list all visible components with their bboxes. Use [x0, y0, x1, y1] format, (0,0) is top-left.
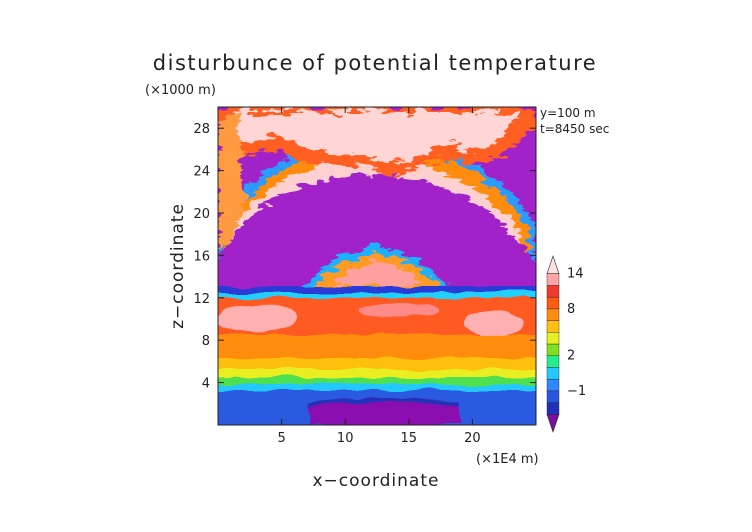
region-tropopause-cyan: [218, 293, 536, 298]
colorbar-segment: [546, 255, 560, 275]
region-warm-amber: [218, 358, 536, 372]
x-axis-label: x−coordinate: [313, 471, 440, 491]
colorbar-tick-label: −1: [567, 384, 586, 399]
region-left-streak: [218, 115, 245, 250]
region-central-bulge-inner: [330, 262, 426, 286]
region-pink-patch-mid: [360, 303, 440, 317]
plot-frame: [217, 106, 537, 426]
y-tick-label: 12: [193, 292, 210, 307]
y-tick-label: 4: [202, 377, 210, 392]
y-tick-label: 16: [193, 249, 210, 264]
y-tick-label: 20: [193, 207, 210, 222]
x-tick-label: 15: [401, 431, 418, 446]
y-tick-label: 28: [193, 122, 210, 137]
region-warm-yellow: [218, 370, 536, 380]
colorbar-segment: [546, 320, 560, 333]
y-axis-label: z−coordinate: [168, 203, 188, 329]
x-tick-label: 5: [277, 431, 285, 446]
colorbar-segment: [546, 296, 560, 310]
x-tick-label: 20: [464, 431, 481, 446]
y-tick-label: 8: [202, 334, 210, 349]
colorbar-segment: [546, 355, 560, 368]
colorbar-tick-label: 14: [567, 267, 584, 282]
colorbar-segment: [546, 378, 560, 392]
colorbar-segment: [546, 285, 560, 298]
region-warm-orange: [218, 334, 536, 362]
region-cold-pool-edge: [308, 398, 460, 406]
colorbar-segment: [546, 332, 560, 345]
y-tick-label: 24: [193, 165, 210, 180]
colorbar: −1 2 8 14: [546, 255, 586, 433]
heatmap-field: [218, 107, 536, 425]
colorbar-segment: [546, 390, 560, 403]
chart-title: disturbunce of potential temperature: [153, 51, 597, 75]
annotation-y: y=100 m: [540, 106, 596, 120]
colorbar-segment: [546, 413, 560, 433]
y-ticks: 4 8 12 16 20 24 28: [193, 122, 536, 392]
region-top-blobs-pink: [232, 112, 520, 163]
colorbar-segment: [546, 273, 560, 286]
region-warm-cyan: [218, 384, 536, 392]
colorbar-segment: [546, 367, 560, 380]
region-warm-green: [218, 378, 536, 386]
colorbar-tick-label: 2: [567, 349, 575, 364]
region-pink-patch-left: [218, 304, 296, 332]
colorbar-segment: [546, 308, 560, 321]
region-upper-arc-inner: [232, 158, 522, 246]
colorbar-tick-label: 8: [567, 302, 575, 317]
colorbar-segment: [546, 402, 560, 415]
x-unit-label: (×1E4 m): [476, 452, 539, 467]
region-pink-patch-right: [464, 309, 524, 335]
colorbar-segment: [546, 343, 560, 356]
x-tick-label: 10: [337, 431, 354, 446]
y-unit-label: (×1000 m): [145, 83, 216, 98]
x-ticks: 5 10 15 20: [277, 107, 481, 446]
annotation-t: t=8450 sec: [540, 122, 609, 136]
region-cold-pool: [308, 398, 460, 425]
